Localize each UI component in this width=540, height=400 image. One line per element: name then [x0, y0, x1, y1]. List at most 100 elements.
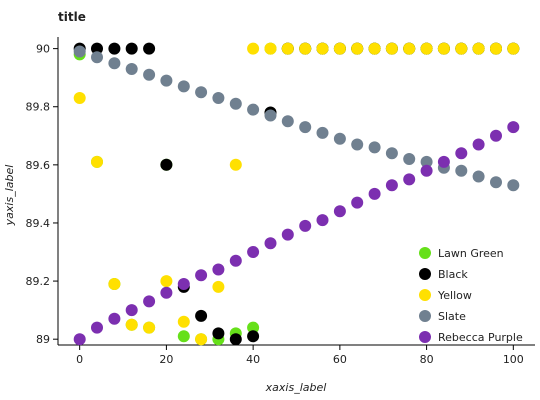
point-slate	[317, 127, 329, 139]
point-slate	[91, 51, 103, 63]
legend-marker-lawn-green	[419, 247, 431, 259]
point-slate	[507, 179, 519, 191]
legend-label-lawn-green: Lawn Green	[438, 247, 504, 260]
point-rebecca-purple	[299, 220, 311, 232]
point-black	[160, 159, 172, 171]
legend-label-slate: Slate	[438, 310, 466, 323]
point-yellow	[195, 333, 207, 345]
point-rebecca-purple	[143, 295, 155, 307]
point-yellow	[334, 43, 346, 55]
point-rebecca-purple	[455, 147, 467, 159]
legend-label-black: Black	[438, 268, 468, 281]
point-rebecca-purple	[473, 139, 485, 151]
point-yellow	[490, 43, 502, 55]
point-yellow	[126, 319, 138, 331]
point-rebecca-purple	[334, 205, 346, 217]
point-black	[212, 327, 224, 339]
point-slate	[126, 63, 138, 75]
point-rebecca-purple	[126, 304, 138, 316]
point-yellow	[421, 43, 433, 55]
point-slate	[247, 104, 259, 116]
y-tick-label: 89.8	[26, 101, 51, 114]
point-yellow	[178, 316, 190, 328]
point-rebecca-purple	[490, 130, 502, 142]
point-yellow	[507, 43, 519, 55]
x-tick-label: 80	[420, 353, 434, 366]
point-black	[108, 43, 120, 55]
point-rebecca-purple	[438, 156, 450, 168]
point-slate	[299, 121, 311, 133]
point-yellow	[473, 43, 485, 55]
point-yellow	[91, 156, 103, 168]
point-yellow	[455, 43, 467, 55]
point-rebecca-purple	[403, 173, 415, 185]
point-black	[247, 330, 259, 342]
x-axis-label: xaxis_label	[265, 381, 327, 394]
point-rebecca-purple	[317, 214, 329, 226]
point-slate	[403, 153, 415, 165]
point-slate	[351, 139, 363, 151]
x-tick-label: 0	[76, 353, 83, 366]
legend-label-yellow: Yellow	[437, 289, 472, 302]
point-rebecca-purple	[369, 188, 381, 200]
x-tick-label: 40	[246, 353, 260, 366]
point-yellow	[403, 43, 415, 55]
y-tick-label: 89.4	[26, 217, 51, 230]
point-black	[126, 43, 138, 55]
legend-marker-black	[419, 268, 431, 280]
point-black	[143, 43, 155, 55]
point-yellow	[230, 159, 242, 171]
point-yellow	[143, 322, 155, 334]
point-rebecca-purple	[230, 255, 242, 267]
point-slate	[74, 46, 86, 58]
y-tick-label: 89.6	[26, 159, 51, 172]
point-slate	[195, 86, 207, 98]
point-rebecca-purple	[91, 322, 103, 334]
point-yellow	[212, 281, 224, 293]
point-rebecca-purple	[74, 333, 86, 345]
y-axis-label: yaxis_label	[3, 165, 16, 227]
point-slate	[265, 110, 277, 122]
point-yellow	[386, 43, 398, 55]
chart-title: title	[58, 10, 86, 24]
point-slate	[386, 147, 398, 159]
x-axis: 0 20 40 60 80 100 xaxis_label	[58, 345, 535, 394]
x-tick-label: 20	[159, 353, 173, 366]
legend-label-rebecca-purple: Rebecca Purple	[438, 331, 523, 344]
y-ticks: 89 89.2 89.4 89.6 89.8 90	[26, 43, 59, 347]
point-slate	[178, 80, 190, 92]
point-slate	[230, 98, 242, 110]
point-rebecca-purple	[507, 121, 519, 133]
point-rebecca-purple	[265, 237, 277, 249]
x-tick-label: 60	[333, 353, 347, 366]
point-rebecca-purple	[212, 264, 224, 276]
point-rebecca-purple	[160, 287, 172, 299]
point-yellow	[265, 43, 277, 55]
point-yellow	[351, 43, 363, 55]
point-black	[195, 310, 207, 322]
point-slate	[455, 165, 467, 177]
point-slate	[143, 69, 155, 81]
point-rebecca-purple	[178, 278, 190, 290]
point-rebecca-purple	[421, 165, 433, 177]
point-rebecca-purple	[108, 313, 120, 325]
y-tick-label: 90	[36, 43, 50, 56]
legend-marker-yellow	[419, 289, 431, 301]
point-slate	[369, 141, 381, 153]
point-yellow	[74, 92, 86, 104]
y-axis: 89 89.2 89.4 89.6 89.8 90 yaxis_label	[3, 37, 58, 346]
point-slate	[490, 176, 502, 188]
point-slate	[473, 171, 485, 183]
y-tick-label: 89	[36, 333, 50, 346]
point-yellow	[299, 43, 311, 55]
point-black	[230, 333, 242, 345]
point-slate	[282, 115, 294, 127]
point-yellow	[438, 43, 450, 55]
point-slate	[212, 92, 224, 104]
x-tick-label: 100	[503, 353, 524, 366]
point-slate	[334, 133, 346, 145]
point-yellow	[247, 43, 259, 55]
y-tick-label: 89.2	[26, 275, 51, 288]
series-slate	[74, 46, 520, 192]
